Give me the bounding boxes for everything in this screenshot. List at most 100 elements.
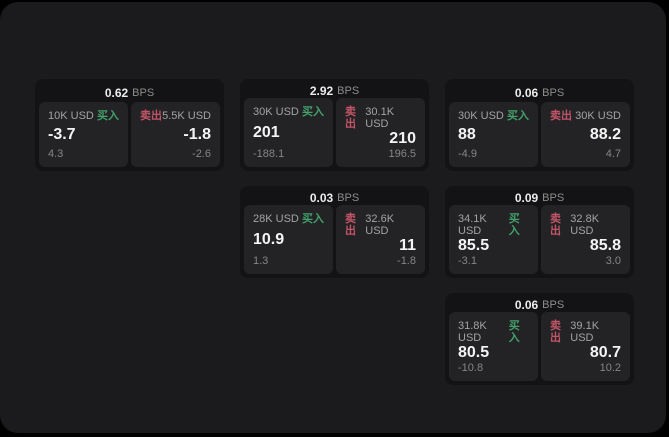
quote-panes: 34.1K USD 买入 85.5 -3.1 卖出 32.8K USD 85.8… [449, 205, 630, 274]
bps-card-grid: 0.62 BPS 10K USD 买入 -3.7 4.3 卖出 5.5K USD… [35, 79, 634, 385]
buy-delta: -188.1 [253, 148, 285, 160]
buy-price: 88 [458, 126, 476, 143]
sell-pane[interactable]: 卖出 32.8K USD 85.8 3.0 [541, 205, 630, 274]
card-header: 0.06 BPS [449, 83, 630, 102]
sell-delta: 10.2 [599, 362, 621, 374]
card-header: 0.03 BPS [244, 190, 425, 205]
sell-amount: 30K USD [575, 110, 621, 122]
bps-value: 0.09 [514, 190, 539, 205]
sell-price: 80.7 [589, 344, 621, 361]
buy-pane-header: 30K USD 买入 [458, 110, 529, 122]
sell-pane-header: 卖出 30.1K USD [345, 106, 416, 130]
sell-price: -1.8 [183, 126, 211, 143]
buy-pane-header: 10K USD 买入 [48, 110, 119, 122]
bps-value: 0.06 [514, 297, 539, 312]
bps-unit-label: BPS [337, 84, 360, 97]
sell-side-label: 卖出 [550, 213, 561, 237]
buy-price: 201 [253, 124, 280, 141]
bps-unit-label: BPS [542, 298, 565, 311]
sell-pane-header: 卖出 39.1K USD [550, 320, 621, 344]
buy-pane[interactable]: 10K USD 买入 -3.7 4.3 [39, 102, 128, 167]
bps-unit-label: BPS [337, 191, 360, 204]
buy-delta: 1.3 [253, 255, 269, 267]
card-header: 0.09 BPS [449, 190, 630, 205]
buy-pane-header: 28K USD 买入 [253, 213, 324, 225]
bps-value: 2.92 [309, 83, 334, 98]
sell-delta: -2.6 [192, 148, 211, 160]
sell-pane-header: 卖出 5.5K USD [140, 110, 211, 122]
buy-amount: 30K USD [253, 106, 299, 118]
bps-unit-label: BPS [132, 86, 155, 99]
card-header: 2.92 BPS [244, 83, 425, 98]
buy-price: 80.5 [458, 344, 490, 361]
buy-delta: 4.3 [48, 148, 64, 160]
bps-card: 0.06 BPS 30K USD 买入 88 -4.9 卖出 30K USD 8… [445, 79, 634, 171]
sell-amount: 30.1K USD [365, 106, 395, 130]
sell-pane[interactable]: 卖出 30.1K USD 210 196.5 [336, 98, 425, 167]
buy-side-label: 买入 [302, 106, 324, 118]
sell-amount: 39.1K USD [570, 320, 600, 344]
buy-side-label: 买入 [302, 213, 324, 225]
sell-amount: 32.6K USD [365, 213, 395, 237]
sell-amount: 5.5K USD [162, 110, 211, 122]
bps-card: 0.09 BPS 34.1K USD 买入 85.5 -3.1 卖出 32.8K… [445, 186, 634, 278]
sell-pane-header: 卖出 32.8K USD [550, 213, 621, 237]
buy-amount: 31.8K USD [458, 320, 487, 344]
sell-pane[interactable]: 卖出 39.1K USD 80.7 10.2 [541, 312, 630, 381]
bps-card: 2.92 BPS 30K USD 买入 201 -188.1 卖出 30.1K … [240, 79, 429, 171]
bps-card: 0.62 BPS 10K USD 买入 -3.7 4.3 卖出 5.5K USD… [35, 79, 224, 171]
buy-pane[interactable]: 31.8K USD 买入 80.5 -10.8 [449, 312, 538, 381]
bps-unit-label: BPS [542, 86, 565, 99]
quote-panes: 10K USD 买入 -3.7 4.3 卖出 5.5K USD -1.8 -2.… [39, 102, 220, 167]
buy-side-label: 买入 [508, 213, 520, 237]
buy-pane-header: 31.8K USD 买入 [458, 320, 529, 344]
buy-pane[interactable]: 28K USD 买入 10.9 1.3 [244, 205, 333, 274]
quote-panes: 30K USD 买入 88 -4.9 卖出 30K USD 88.2 4.7 [449, 102, 630, 167]
buy-pane[interactable]: 34.1K USD 买入 85.5 -3.1 [449, 205, 538, 274]
sell-price: 85.8 [589, 237, 621, 254]
buy-amount: 34.1K USD [458, 213, 487, 237]
sell-pane[interactable]: 卖出 32.6K USD 11 -1.8 [336, 205, 425, 274]
buy-amount: 10K USD [48, 110, 94, 122]
sell-price: 11 [399, 237, 416, 254]
quote-panes: 31.8K USD 买入 80.5 -10.8 卖出 39.1K USD 80.… [449, 312, 630, 381]
buy-amount: 30K USD [458, 110, 504, 122]
buy-pane[interactable]: 30K USD 买入 201 -188.1 [244, 98, 333, 167]
buy-price: -3.7 [48, 126, 76, 143]
buy-price: 10.9 [253, 231, 285, 248]
sell-price: 210 [389, 130, 416, 147]
buy-delta: -4.9 [458, 148, 477, 160]
sell-price: 88.2 [589, 126, 621, 143]
buy-price: 85.5 [458, 237, 490, 254]
bps-unit-label: BPS [542, 191, 565, 204]
buy-pane[interactable]: 30K USD 买入 88 -4.9 [449, 102, 538, 167]
sell-delta: 196.5 [388, 148, 416, 160]
buy-side-label: 买入 [97, 110, 119, 122]
bps-value: 0.03 [309, 190, 334, 205]
buy-amount: 28K USD [253, 213, 299, 225]
sell-pane-header: 卖出 30K USD [550, 110, 621, 122]
buy-side-label: 买入 [507, 110, 529, 122]
buy-pane-header: 34.1K USD 买入 [458, 213, 529, 237]
sell-amount: 32.8K USD [570, 213, 600, 237]
sell-pane-header: 卖出 32.6K USD [345, 213, 416, 237]
bps-card: 0.06 BPS 31.8K USD 买入 80.5 -10.8 卖出 39.1… [445, 293, 634, 385]
sell-delta: -1.8 [397, 255, 416, 267]
quote-panes: 30K USD 买入 201 -188.1 卖出 30.1K USD 210 1… [244, 98, 425, 167]
card-header: 0.06 BPS [449, 297, 630, 312]
buy-side-label: 买入 [508, 320, 520, 344]
buy-delta: -3.1 [458, 255, 477, 267]
buy-pane-header: 30K USD 买入 [253, 106, 324, 118]
sell-side-label: 卖出 [140, 110, 162, 122]
bps-value: 0.62 [104, 85, 129, 100]
buy-delta: -10.8 [458, 362, 484, 374]
quote-panes: 28K USD 买入 10.9 1.3 卖出 32.6K USD 11 -1.8 [244, 205, 425, 274]
bps-card: 0.03 BPS 28K USD 买入 10.9 1.3 卖出 32.6K US… [240, 186, 429, 278]
bps-value: 0.06 [514, 85, 539, 100]
sell-pane[interactable]: 卖出 30K USD 88.2 4.7 [541, 102, 630, 167]
card-header: 0.62 BPS [39, 83, 220, 102]
sell-pane[interactable]: 卖出 5.5K USD -1.8 -2.6 [131, 102, 220, 167]
sell-delta: 3.0 [605, 255, 621, 267]
sell-side-label: 卖出 [550, 110, 572, 122]
